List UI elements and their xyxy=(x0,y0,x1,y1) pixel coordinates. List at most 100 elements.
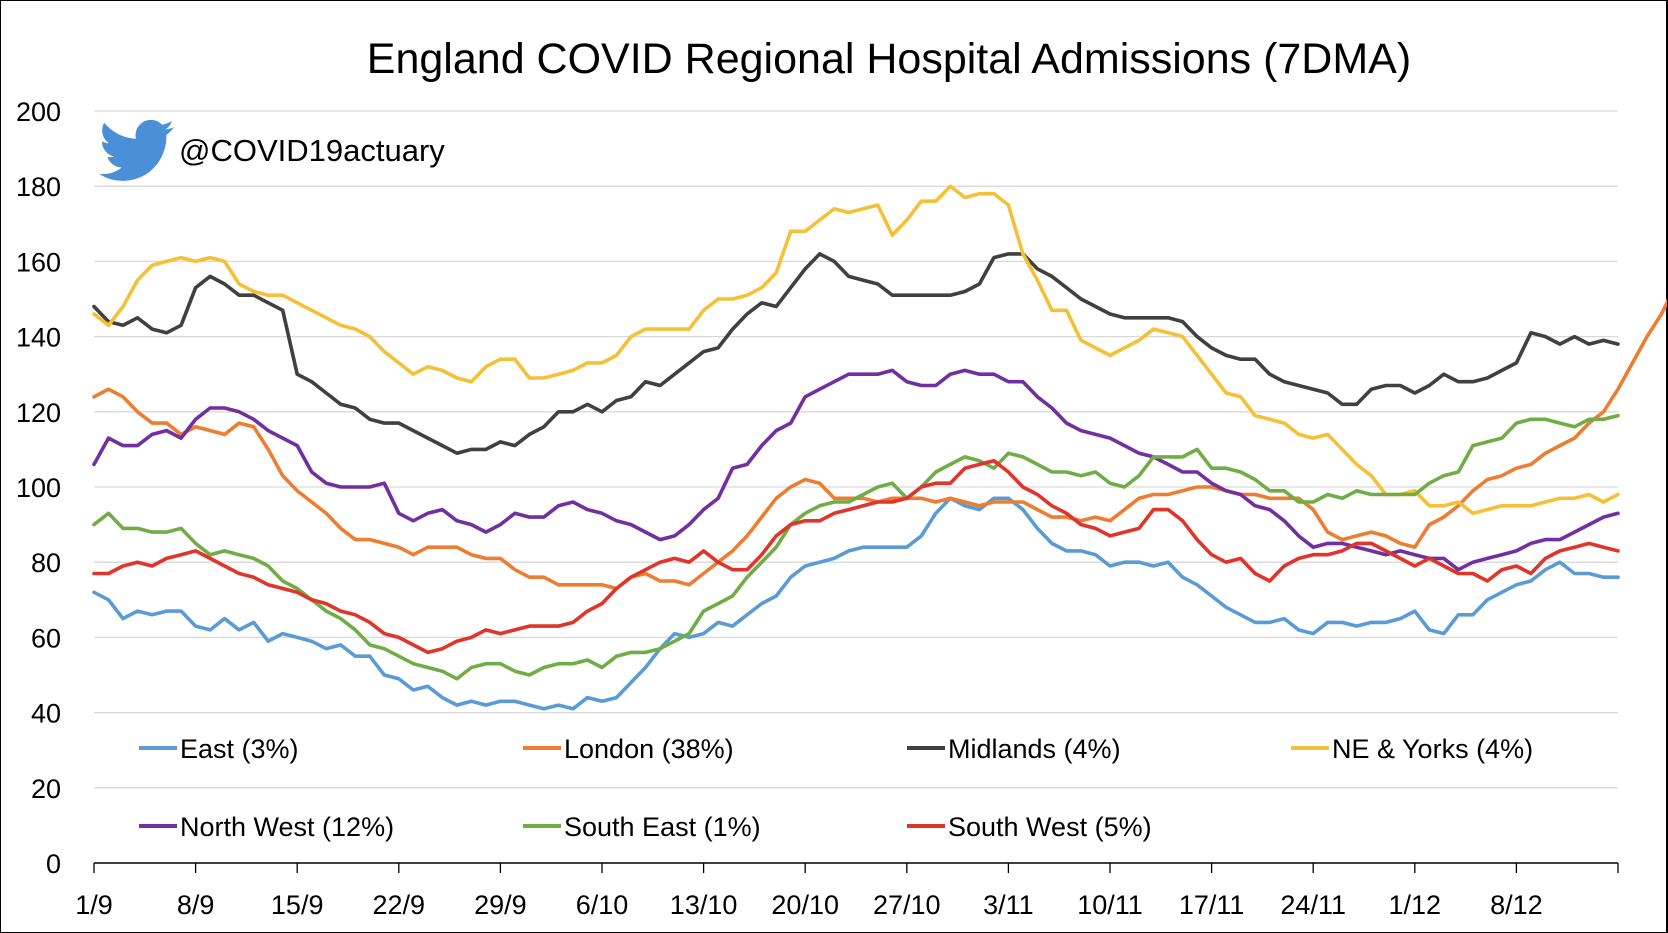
data-point xyxy=(1167,317,1169,319)
data-point xyxy=(543,576,545,578)
data-point xyxy=(644,328,647,330)
data-point xyxy=(775,546,777,548)
data-point xyxy=(1341,542,1343,545)
data-point xyxy=(1559,343,1561,345)
data-point xyxy=(789,286,792,289)
data-point xyxy=(1501,437,1503,439)
data-point xyxy=(993,497,995,500)
data-point xyxy=(325,610,328,612)
data-point xyxy=(1646,335,1648,338)
data-point xyxy=(369,418,371,421)
data-point xyxy=(1617,512,1619,515)
data-point xyxy=(499,700,502,703)
data-point xyxy=(543,666,545,669)
data-point xyxy=(209,256,211,259)
data-point xyxy=(296,587,299,590)
data-point xyxy=(1370,388,1373,391)
data-point xyxy=(964,290,966,293)
y-tick-label: 100 xyxy=(16,473,61,503)
data-point xyxy=(543,377,545,379)
data-point xyxy=(528,516,531,518)
data-point xyxy=(107,572,110,575)
y-tick-label: 120 xyxy=(16,398,61,428)
data-point xyxy=(470,380,473,383)
data-point xyxy=(1414,553,1416,556)
data-point xyxy=(427,512,429,515)
data-point xyxy=(644,666,647,669)
data-point xyxy=(1254,505,1256,507)
data-point xyxy=(267,565,270,567)
data-point xyxy=(1530,580,1532,582)
data-point xyxy=(296,490,299,492)
data-point xyxy=(630,681,632,684)
data-point xyxy=(354,614,357,616)
data-point xyxy=(470,636,473,639)
data-point xyxy=(1094,471,1097,473)
data-point xyxy=(1080,520,1082,522)
data-point xyxy=(1399,542,1402,545)
data-point xyxy=(485,557,487,560)
data-point xyxy=(1051,407,1053,409)
data-point xyxy=(1210,373,1213,376)
data-point xyxy=(1036,493,1039,496)
data-point xyxy=(1370,542,1373,545)
data-point xyxy=(485,531,487,533)
data-point xyxy=(1181,320,1184,323)
data-point xyxy=(1138,474,1140,477)
data-point xyxy=(891,369,894,372)
series-1 xyxy=(92,298,1667,591)
data-point xyxy=(1210,482,1213,485)
watermark: @COVID19actuary xyxy=(99,119,445,181)
data-point xyxy=(427,651,429,654)
data-point xyxy=(354,629,357,631)
data-point xyxy=(93,305,95,308)
data-point xyxy=(1152,508,1155,511)
series-6 xyxy=(92,458,1620,655)
x-tick-label: 17/11 xyxy=(1179,890,1245,920)
data-point xyxy=(1051,542,1053,545)
data-point xyxy=(1152,493,1155,496)
data-point xyxy=(789,422,792,424)
data-point xyxy=(659,538,661,541)
data-point xyxy=(644,380,647,383)
data-point xyxy=(238,283,240,285)
data-point xyxy=(1283,497,1285,500)
data-point xyxy=(398,546,400,548)
data-point xyxy=(601,362,603,364)
data-point xyxy=(964,501,966,503)
data-point xyxy=(1559,444,1561,447)
data-point xyxy=(339,617,342,620)
data-point xyxy=(528,377,531,379)
data-point xyxy=(267,584,270,586)
data-point xyxy=(964,456,966,458)
data-point xyxy=(1036,268,1039,270)
data-point xyxy=(209,429,211,432)
data-point xyxy=(310,640,313,642)
data-point xyxy=(1268,580,1271,582)
data-point xyxy=(586,659,589,661)
data-point xyxy=(935,501,937,503)
data-point xyxy=(1341,550,1343,552)
data-point xyxy=(1268,508,1271,511)
data-point xyxy=(630,576,632,578)
legend-item: East (3%) xyxy=(139,734,299,764)
data-point xyxy=(1152,456,1155,458)
data-point xyxy=(151,264,153,267)
data-point xyxy=(543,625,545,627)
y-tick-label: 160 xyxy=(16,247,61,277)
data-point xyxy=(1602,546,1605,548)
data-point xyxy=(456,546,458,548)
data-point xyxy=(456,377,458,379)
data-point xyxy=(1138,452,1140,455)
series-3 xyxy=(92,184,1620,516)
data-point xyxy=(223,260,226,263)
data-point xyxy=(833,501,835,503)
data-point xyxy=(209,629,211,631)
data-point xyxy=(1602,411,1605,413)
data-point xyxy=(281,587,284,590)
data-point xyxy=(601,584,603,586)
data-point xyxy=(1515,584,1518,586)
data-point xyxy=(1297,497,1300,500)
data-point xyxy=(557,662,560,665)
series-line xyxy=(92,458,1620,655)
